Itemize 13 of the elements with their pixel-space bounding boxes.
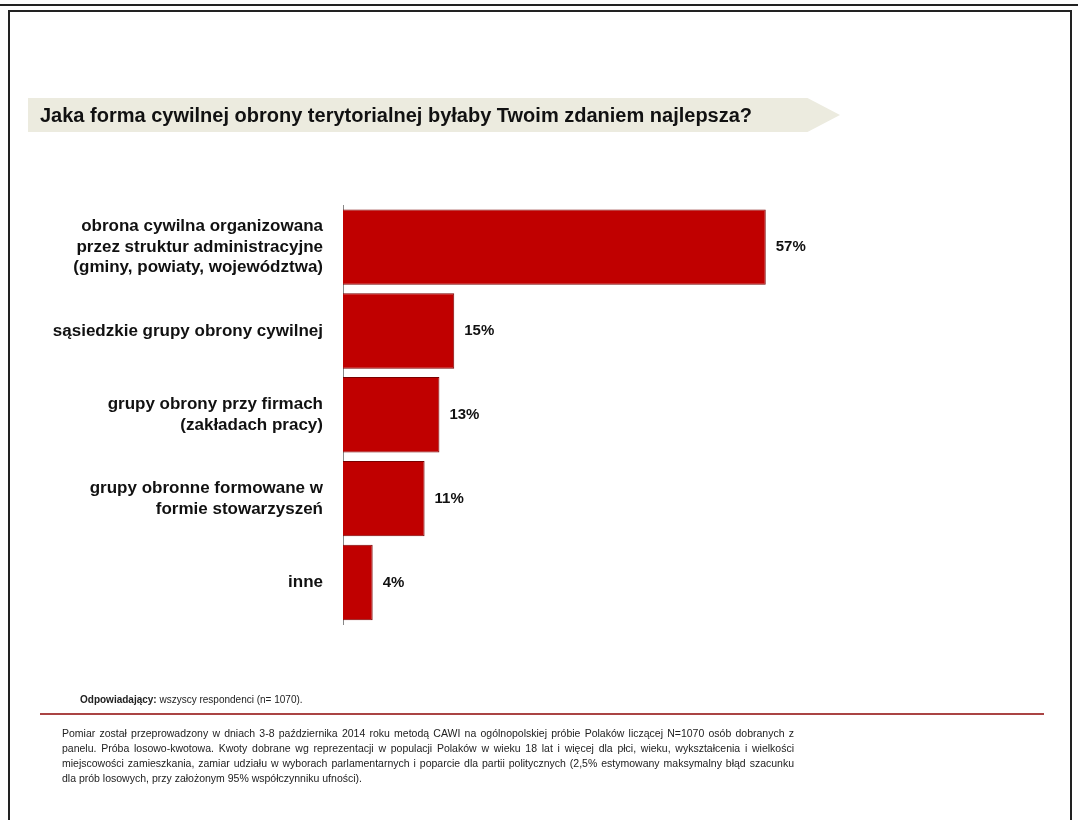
data-label: 57% bbox=[775, 237, 806, 255]
data-label: 11% bbox=[434, 488, 464, 506]
data-label: 13% bbox=[449, 404, 480, 422]
data-label: 15% bbox=[464, 321, 495, 339]
chart-title: Jaka forma cywilnej obrony terytorialnej byłaby Twoim zdaniem najlepsza? bbox=[28, 98, 840, 132]
y-tick-label: grupy obronne formowane w formie stowarzyszeń bbox=[89, 478, 324, 518]
y-tick-label: obrona cywilna organizowana przez struktur administracyjne (gminy, powiaty, województwa) bbox=[73, 216, 324, 277]
data-label: 4% bbox=[382, 572, 405, 590]
y-tick-label: inne bbox=[288, 572, 323, 592]
y-tick-label: grupy obrony przy firmach (zakładach pracy) bbox=[107, 394, 323, 434]
text: Odpowiadający: wszyscy respondenci (n= 1070). bbox=[80, 694, 303, 705]
text: Pomiar został przeprowadzony w dniach 3-8 października 2014 roku metodą CAWI na ogólnopolskiej próbie Polaków liczącej N=1070 osób dobranych z panelu. Próba losowo-kwotowa. Kwoty dobrane wg reprezentacji w populacji Polaków w wieku 18 lat i więcej dla płci, wieku, wykształcenia i wielkości miejscowości zamieszkania, zamiar udziału w wyborach parlamentarnych i poparcie dla partii politycznych (2,5% estymowany maksymalny błąd szacunku dla prób losowych, przy założonym 95% współczynniku ufności). bbox=[62, 726, 794, 786]
y-tick-label: sąsiedzkie grupy obrony cywilnej bbox=[52, 320, 323, 340]
